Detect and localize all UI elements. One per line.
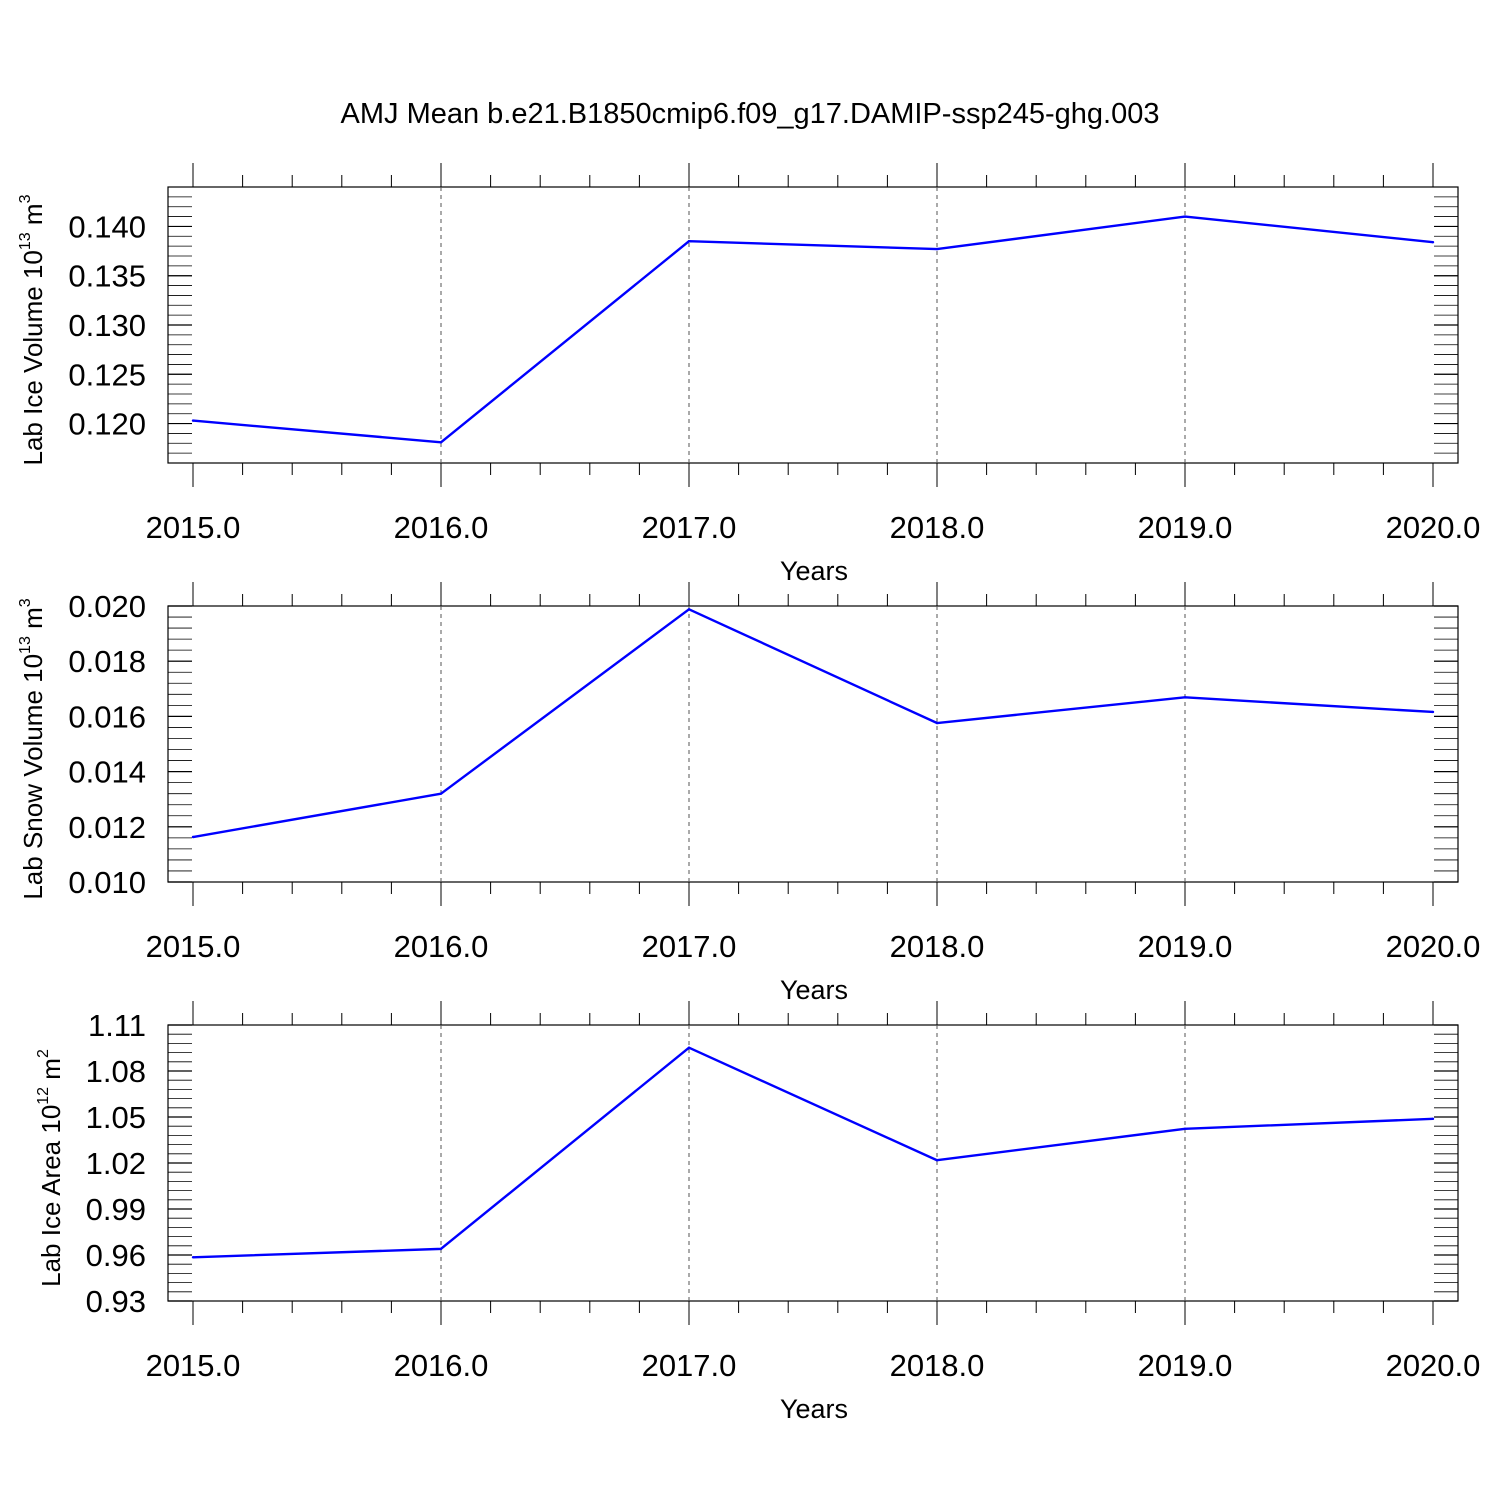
data-point	[1183, 1127, 1187, 1131]
y-tick-label: 0.140	[68, 209, 146, 244]
x-tick-label: 2018.0	[890, 1348, 985, 1383]
x-tick-label: 2016.0	[394, 929, 489, 964]
x-tick-label: 2017.0	[642, 1348, 737, 1383]
y-tick-label: 0.125	[68, 357, 146, 392]
x-tick-label: 2017.0	[642, 929, 737, 964]
series-line	[192, 608, 1434, 839]
y-axis-label-exponent: 13	[17, 232, 34, 250]
chart-panel-2: 2015.0 2016.0 2017.0 2018.0 2019.0 2020.0 0.01…	[17, 582, 1480, 1005]
x-tick-label: 2018.0	[890, 929, 985, 964]
x-axis-label: Years	[780, 556, 848, 586]
x-tick-label: 2016.0	[394, 1348, 489, 1383]
y-tick-label: 0.018	[68, 644, 146, 679]
y-tick-label: 0.020	[68, 589, 146, 624]
plot-frame	[167, 605, 1459, 883]
y-tick-label: 0.010	[68, 865, 146, 900]
data-point	[687, 608, 691, 611]
x-axis-label: Years	[780, 975, 848, 1005]
data-point	[1431, 241, 1435, 244]
y-tick-label: 0.135	[68, 259, 146, 294]
y-axis-label-text: Lab Snow Volume 10	[18, 654, 48, 900]
y-tick-label: 1.05	[86, 1100, 146, 1135]
x-tick-label: 2019.0	[1138, 510, 1233, 545]
data-point	[1431, 710, 1435, 714]
y-axis-label-unit-exponent: 3	[17, 194, 34, 203]
data-point	[191, 1256, 195, 1259]
y-axis-label: Lab Ice Area 1012 m2	[35, 1049, 66, 1287]
data-point	[935, 1159, 939, 1162]
y-tick-label: 1.11	[88, 1008, 146, 1043]
y-tick-label: 0.96	[86, 1238, 146, 1273]
y-axis-label: Lab Ice Volume 1013 m3	[17, 194, 48, 465]
x-tick-label: 2020.0	[1386, 1348, 1481, 1383]
data-point	[1431, 1117, 1435, 1121]
x-tick-label: 2016.0	[394, 510, 489, 545]
data-point	[191, 419, 195, 422]
data-point	[1183, 696, 1187, 699]
data-point	[687, 240, 691, 243]
x-tick-label: 2018.0	[890, 510, 985, 545]
y-axis-label-unit-exponent: 3	[17, 598, 34, 607]
data-point	[439, 441, 443, 444]
data-point	[439, 792, 443, 795]
data-point	[439, 1247, 443, 1251]
x-tick-label: 2017.0	[642, 510, 737, 545]
chart-panel-3: 2015.0 2016.0 2017.0 2018.0 2019.0 2020.0 0.93…	[35, 1001, 1480, 1424]
y-tick-label: 0.130	[68, 308, 146, 343]
y-tick-label: 0.120	[68, 407, 146, 442]
y-axis-label-text: Lab Ice Volume 10	[18, 250, 48, 465]
y-axis-label-exponent: 12	[35, 1087, 52, 1105]
plot-frame	[167, 1024, 1459, 1302]
x-tick-label: 2015.0	[146, 510, 241, 545]
x-tick-label: 2015.0	[146, 1348, 241, 1383]
y-axis-label: Lab Snow Volume 1013 m3	[17, 598, 48, 899]
y-axis-label-unit: m	[36, 1058, 66, 1087]
x-axis-label: Years	[780, 1394, 848, 1424]
y-axis-label-unit: m	[18, 203, 48, 232]
y-tick-label: 0.93	[86, 1284, 146, 1319]
data-point	[935, 721, 939, 725]
data-point	[191, 835, 195, 839]
y-axis-label-unit: m	[18, 607, 48, 636]
data-point	[687, 1046, 691, 1049]
y-tick-label: 0.012	[68, 810, 146, 845]
x-tick-label: 2020.0	[1386, 510, 1481, 545]
x-tick-label: 2019.0	[1138, 1348, 1233, 1383]
plot-frame	[167, 186, 1459, 464]
figure-title: AMJ Mean b.e21.B1850cmip6.f09_g17.DAMIP-…	[340, 98, 1160, 130]
series-line	[192, 215, 1434, 444]
chart-panel-1: 2015.0 2016.0 2017.0 2018.0 2019.0 2020.0 0.12…	[17, 163, 1480, 586]
x-tick-label: 2015.0	[146, 929, 241, 964]
y-tick-label: 0.016	[68, 699, 146, 734]
y-axis-label-text: Lab Ice Area 10	[36, 1105, 66, 1287]
y-tick-label: 1.08	[86, 1054, 146, 1089]
series-line	[192, 1046, 1434, 1259]
y-tick-label: 1.02	[86, 1146, 146, 1181]
y-tick-label: 0.014	[68, 755, 146, 790]
data-point	[1183, 215, 1187, 218]
x-tick-label: 2020.0	[1386, 929, 1481, 964]
x-tick-label: 2019.0	[1138, 929, 1233, 964]
data-point	[935, 247, 939, 251]
y-tick-label: 0.99	[86, 1192, 146, 1227]
y-axis-label-unit-exponent: 2	[35, 1049, 52, 1058]
y-axis-label-exponent: 13	[17, 636, 34, 654]
